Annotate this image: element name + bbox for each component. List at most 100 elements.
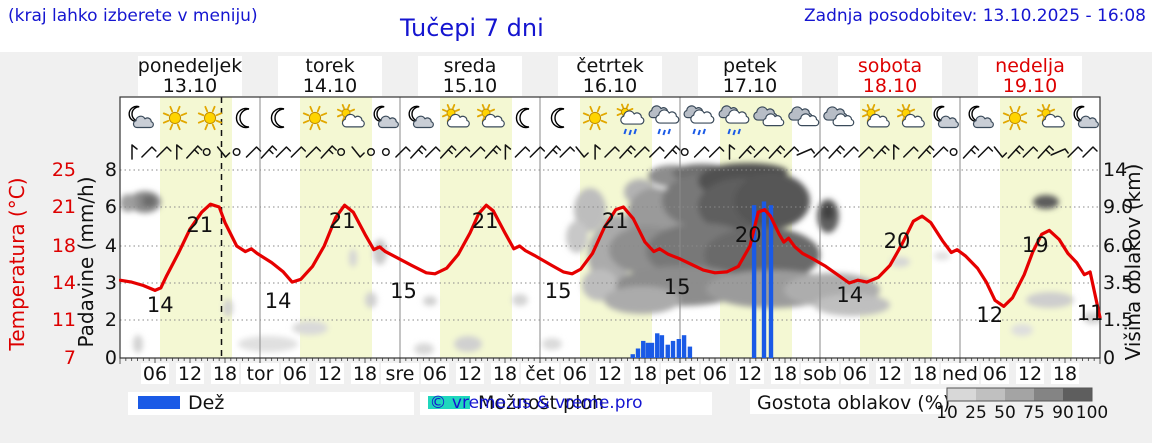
rain-bar <box>761 201 767 358</box>
precip-axis-tick: 0 <box>105 347 117 369</box>
day-label-chip <box>558 56 662 96</box>
weather-icon-sun-cloud <box>861 103 890 128</box>
wind-barb <box>828 145 845 159</box>
cloud-scale-label: 25 <box>965 403 987 423</box>
daylight-band <box>1000 97 1072 358</box>
wind-barb <box>575 146 589 158</box>
precip-tick-chip <box>100 236 119 255</box>
precip-tick-chip <box>100 197 119 216</box>
time-tick-label: 18 <box>633 363 657 385</box>
time-label-chip <box>211 363 239 384</box>
time-label-chip <box>141 363 169 384</box>
time-label-chip <box>456 363 484 384</box>
temp-axis-tick: 14 <box>52 272 76 294</box>
rain-bar <box>751 205 757 358</box>
weather-icon-cloud <box>753 106 785 127</box>
wind-barb <box>693 146 710 158</box>
time-label-chip <box>981 363 1009 384</box>
time-label-chip <box>281 363 309 384</box>
cloud-scale-label: 75 <box>1023 403 1045 423</box>
temp-axis-tick: 7 <box>64 347 76 369</box>
copyright-link[interactable]: © vreme.us & vreme.pro <box>429 393 642 413</box>
wind-barb <box>873 145 890 159</box>
wind-barb <box>469 146 486 158</box>
wind-barb <box>202 148 211 156</box>
day-label-chip <box>418 56 522 96</box>
temp-extreme-label: 20 <box>884 229 911 253</box>
day-label-chip <box>978 56 1082 96</box>
time-label-chip <box>316 363 344 384</box>
day-date: 14.10 <box>303 75 357 97</box>
time-tick-label: 12 <box>318 363 342 385</box>
precipitation-axis-title: Padavine (mm/h) <box>74 176 98 347</box>
day-name: petek <box>723 55 777 77</box>
wind-barb <box>768 145 786 159</box>
precip-axis-tick: 2 <box>105 309 117 331</box>
rain-bar <box>659 335 665 358</box>
wind-barb <box>395 146 411 158</box>
wind-barb <box>367 148 375 156</box>
temp-tick-chip <box>42 196 78 217</box>
time-label-chip <box>631 363 659 384</box>
rain-bar <box>676 339 682 358</box>
rain-bar <box>649 342 655 358</box>
temp-axis-tick: 11 <box>52 309 76 331</box>
rain-bar <box>687 346 693 358</box>
wind-barb <box>893 144 900 160</box>
wind-barb <box>962 145 980 159</box>
day-date: 16.10 <box>583 75 637 97</box>
temp-tick-chip <box>42 272 78 293</box>
weather-icon-sun-cloud <box>1036 103 1065 128</box>
cloud-density-chip <box>750 389 946 414</box>
time-tick-label: 06 <box>283 363 307 385</box>
cloud-scale-label: 10 <box>936 403 958 423</box>
cloud-scale-border <box>946 387 1093 402</box>
wind-barb <box>843 146 859 158</box>
temp-axis-tick: 25 <box>52 159 76 181</box>
rain-bar <box>630 354 635 358</box>
rain-bar <box>635 348 641 358</box>
precip-tick-chip <box>100 348 119 367</box>
cloud-scale-segment <box>976 388 1005 401</box>
day-date: 13.10 <box>163 75 217 97</box>
day-abbrev-chip <box>381 363 419 384</box>
cloud-scale-segment <box>1005 388 1034 401</box>
weather-icon-rain <box>648 105 680 136</box>
temp-tick-chip <box>42 159 78 180</box>
time-label-chip <box>561 363 589 384</box>
wind-barb <box>728 144 736 160</box>
wind-barb <box>216 146 231 158</box>
wind-barb <box>529 146 546 158</box>
time-label-chip <box>701 363 729 384</box>
time-tick-label: 06 <box>563 363 587 385</box>
wind-barb <box>708 146 725 158</box>
weather-icon-sun-cloud <box>476 103 505 128</box>
rain-bar <box>681 335 687 358</box>
weather-icon-sun <box>162 105 188 131</box>
rain-bar <box>655 333 660 358</box>
temp-extreme-label: 14 <box>147 293 174 317</box>
wind-barb <box>439 145 457 159</box>
cloud-height-axis-tick: 1.5 <box>1103 309 1133 331</box>
day-label-chip <box>698 56 802 96</box>
cloud-scale-label: 50 <box>994 403 1016 423</box>
wind-barb <box>738 145 756 159</box>
weather-icon-sun-cloud <box>896 103 925 128</box>
temp-axis-tick: 21 <box>52 196 76 218</box>
precip-tick-chip <box>100 160 119 179</box>
time-tick-label: 18 <box>493 363 517 385</box>
rain-bar <box>641 340 646 358</box>
wind-barb <box>337 148 346 156</box>
cloud-height-axis-tick: 6.0 <box>1103 235 1133 257</box>
day-abbrev-label: sob <box>803 363 837 385</box>
time-tick-label: 06 <box>423 363 447 385</box>
temp-extreme-label: 14 <box>836 283 863 307</box>
wind-barb <box>156 146 172 158</box>
day-label-chip <box>138 56 242 96</box>
time-tick-label: 18 <box>353 363 377 385</box>
time-tick-label: 06 <box>703 363 727 385</box>
wind-barb <box>783 146 800 158</box>
last-updated: Zadnja posodobitev: 13.10.2025 - 16:08 <box>804 6 1146 26</box>
cloud-height-axis-tick: 3.5 <box>1103 272 1133 294</box>
menu-hint[interactable]: (kraj lahko izberete v meniju) <box>8 6 258 26</box>
